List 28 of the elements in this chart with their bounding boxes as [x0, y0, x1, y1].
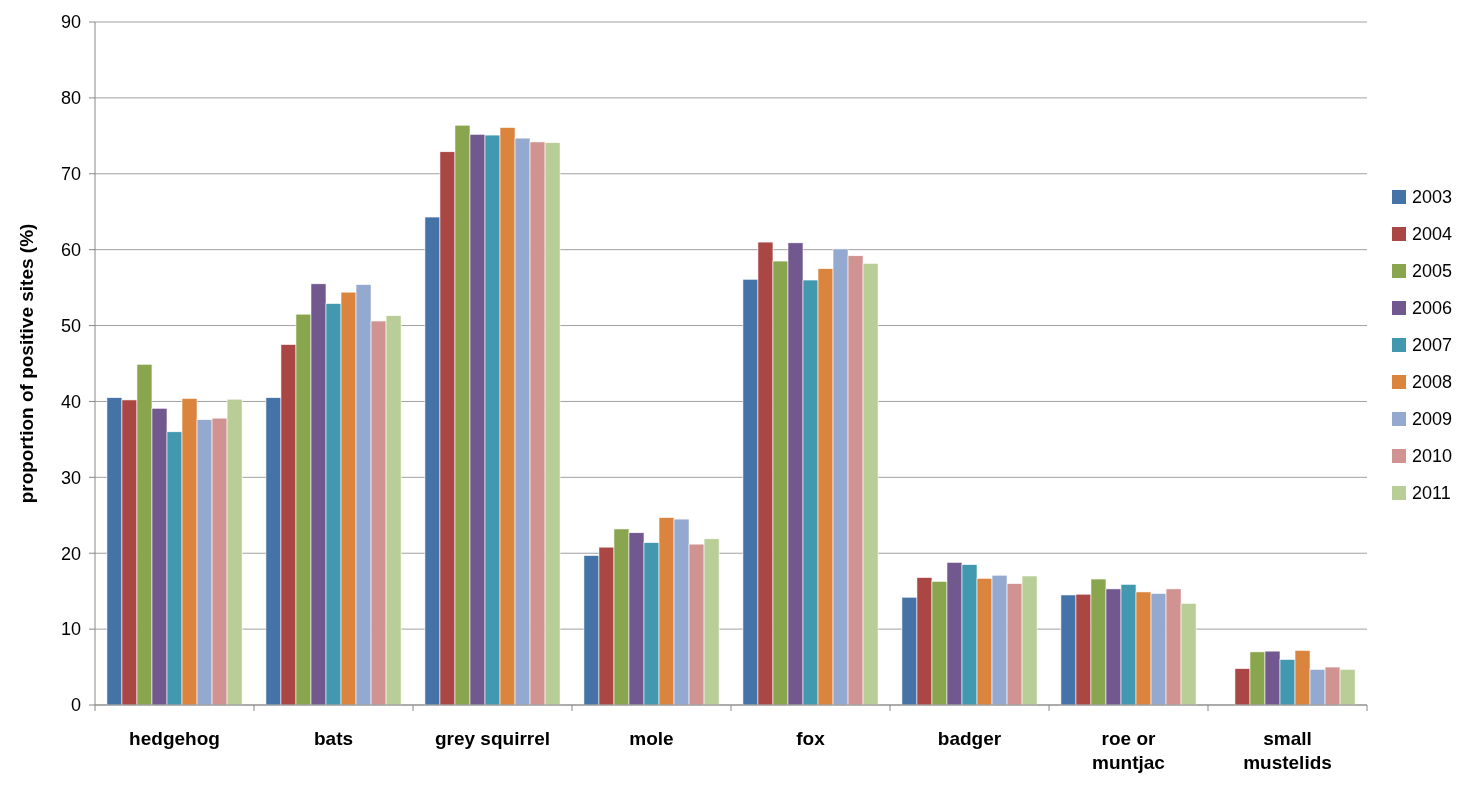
- y-tick-label: 50: [60, 315, 81, 336]
- y-tick-label: 60: [60, 239, 81, 260]
- x-tick-label: small mustelids: [1243, 728, 1332, 773]
- x-tick-label: hedgehog: [129, 728, 220, 749]
- x-tick-label: fox: [796, 728, 826, 749]
- y-tick-label: 10: [60, 619, 81, 640]
- legend-label: 2011: [1412, 483, 1451, 504]
- y-tick-label: 80: [60, 88, 81, 109]
- x-tick-label: roe or muntjac: [1092, 728, 1166, 773]
- legend-label: 2008: [1412, 372, 1453, 393]
- y-tick-label: 70: [60, 164, 81, 185]
- y-tick-label: 20: [60, 543, 81, 564]
- y-tick-label: 90: [60, 12, 81, 33]
- legend-label: 2003: [1412, 187, 1453, 208]
- legend-label: 2010: [1412, 446, 1453, 467]
- y-tick-label: 40: [60, 391, 81, 412]
- x-tick-label: mole: [629, 728, 674, 749]
- legend-label: 2007: [1412, 335, 1453, 356]
- legend-label: 2006: [1412, 298, 1453, 319]
- x-tick-label: bats: [313, 728, 354, 749]
- y-tick-label: 30: [60, 467, 81, 488]
- legend-label: 2005: [1412, 261, 1453, 282]
- legend-label: 2004: [1412, 224, 1453, 245]
- y-tick-label: 0: [70, 695, 81, 716]
- x-tick-label: badger: [937, 728, 1002, 749]
- legend-label: 2009: [1412, 409, 1453, 430]
- y-axis-title: proportion of positive sites (%): [16, 223, 37, 504]
- x-tick-label: grey squirrel: [434, 728, 551, 749]
